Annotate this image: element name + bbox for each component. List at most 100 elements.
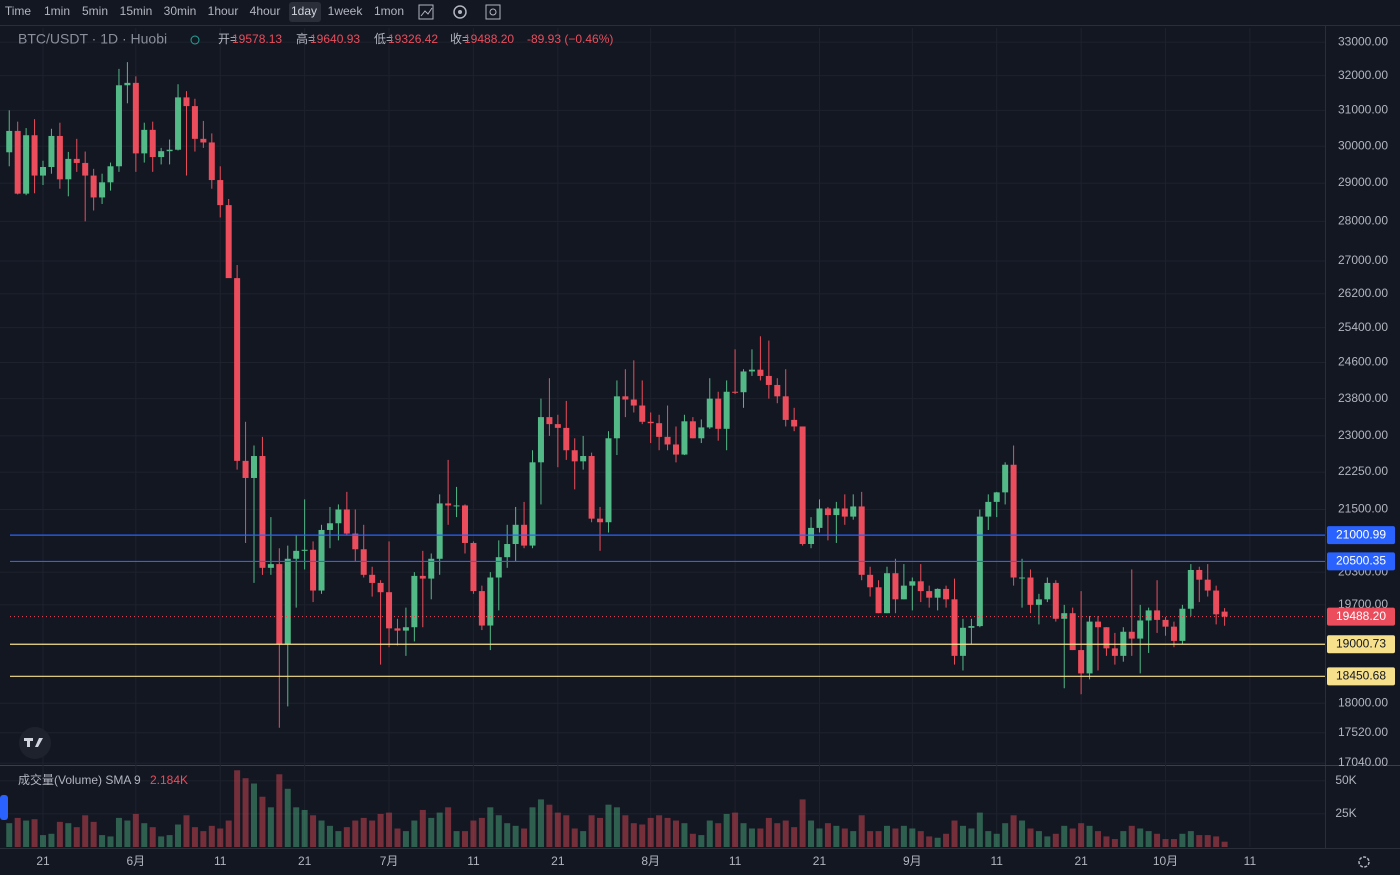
volume-bar (765, 817, 772, 847)
volume-bar (1111, 839, 1118, 847)
candle-body (976, 516, 983, 627)
volume-bar (1204, 835, 1211, 847)
tv-logo (19, 727, 51, 759)
x-tick-label: 21 (813, 854, 827, 868)
candle-body (884, 573, 890, 614)
volume-bar (985, 831, 992, 847)
candle-body (217, 180, 224, 206)
x-tick-label: 6月 (126, 854, 145, 868)
gear-icon[interactable] (1358, 856, 1370, 868)
volume-name: 成交量(Volume) SMA 9 (18, 772, 141, 787)
candle-body (377, 582, 384, 593)
volume-bar (521, 828, 528, 847)
candle-body (656, 423, 663, 437)
y-tick-label: 30000.00 (1338, 138, 1388, 152)
volume-bar (166, 835, 173, 847)
candle-body (200, 138, 207, 143)
candle-body (782, 396, 789, 420)
interval-button[interactable]: 1mon (374, 4, 404, 18)
pane-toggle[interactable] (0, 795, 8, 820)
volume-bar (1128, 825, 1135, 847)
volume-bar (40, 835, 46, 847)
y-tick-label: 18000.00 (1338, 695, 1388, 709)
volume-bar (512, 825, 519, 847)
volume-bar (664, 817, 671, 847)
volume-bar (183, 815, 190, 847)
volume-bar (689, 833, 696, 847)
volume-bar (267, 807, 274, 847)
volume-bar (943, 833, 950, 847)
candle-body (858, 506, 865, 575)
candle-body (14, 130, 21, 194)
candle-body (124, 82, 131, 86)
volume-bar (1061, 825, 1068, 847)
volume-bar (462, 831, 468, 847)
x-tick-label: 21 (36, 854, 50, 868)
volume-bar (115, 817, 122, 847)
volume-bar (563, 815, 570, 847)
interval-button[interactable]: 1min (44, 4, 70, 18)
candle-body (495, 557, 502, 578)
x-tick-label: 11 (729, 854, 742, 868)
volume-bar (343, 827, 350, 847)
price-label-bg (1327, 526, 1395, 545)
y-tick-label: 26200.00 (1338, 286, 1388, 300)
candle-body (191, 106, 198, 139)
candle-body (1052, 582, 1059, 619)
candle-body (394, 628, 401, 631)
volume-bar (1162, 839, 1169, 847)
volume-bar (191, 827, 198, 847)
interval-button[interactable]: 30min (164, 4, 197, 18)
candle-body (639, 405, 646, 422)
volume-bar (132, 813, 139, 847)
candle-body (563, 427, 570, 451)
volume-bar (723, 813, 730, 847)
interval-button[interactable]: 4hour (250, 4, 281, 18)
volume-bar (630, 823, 637, 847)
volume-bar (158, 836, 165, 847)
candle-body (529, 462, 536, 546)
candle-body (613, 396, 620, 439)
interval-button[interactable]: 5min (82, 4, 108, 18)
candle-body (6, 130, 13, 153)
interval-button[interactable]: 1day (291, 4, 317, 18)
screenshot-icon[interactable] (485, 4, 501, 20)
volume-bar (495, 815, 502, 847)
volume-bar (326, 825, 333, 847)
interval-button[interactable]: Time (5, 4, 32, 18)
candle-body (959, 627, 966, 656)
volume-bar (48, 833, 55, 847)
y-tick-label: 17520.00 (1338, 725, 1388, 739)
candle-body (276, 564, 283, 645)
interval-button[interactable]: 1hour (208, 4, 239, 18)
settings-icon[interactable] (453, 5, 467, 19)
interval-button[interactable]: 15min (120, 4, 153, 18)
volume-bar (546, 804, 553, 847)
volume-bar (926, 836, 933, 847)
volume-bar (175, 824, 182, 847)
volume-bar (673, 820, 679, 847)
volume-bar (360, 817, 367, 847)
candle-body (664, 436, 671, 445)
settings-button[interactable] (1358, 856, 1370, 868)
volume-bar (715, 823, 722, 847)
candle-body (411, 575, 418, 628)
ohlc-label: 开= (218, 32, 237, 46)
candle-body (478, 591, 485, 626)
toolbar-icons[interactable] (418, 4, 501, 20)
interval-button[interactable]: 1week (328, 4, 364, 18)
candle-body (453, 505, 460, 507)
candle-body (132, 82, 139, 154)
candle-body (1196, 569, 1203, 580)
volume-bar (1196, 835, 1203, 847)
volume-bar (1078, 823, 1085, 847)
candle-body (183, 97, 190, 107)
candle-body (487, 577, 494, 626)
volume-bar (251, 783, 257, 847)
volume-bar (445, 807, 452, 847)
candle-body (419, 575, 426, 579)
indicator-icon[interactable] (418, 4, 434, 20)
candle-body (90, 175, 97, 198)
candle-body (985, 501, 992, 517)
change: -89.93 (−0.46%) (527, 32, 613, 46)
